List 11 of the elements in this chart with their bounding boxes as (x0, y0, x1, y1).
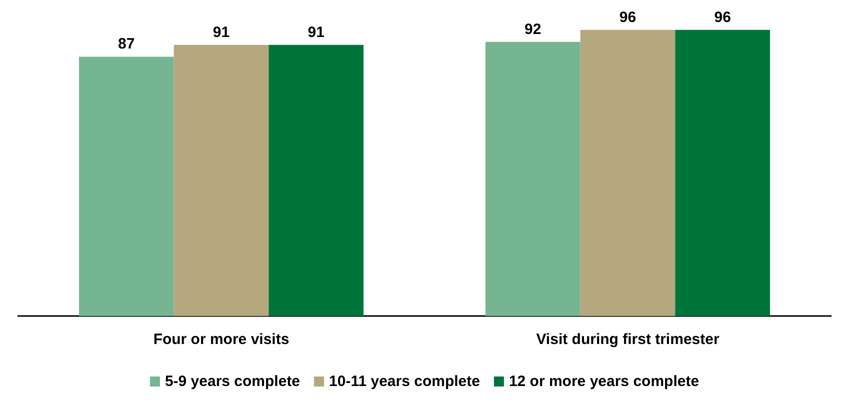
data-label: 96 (619, 8, 636, 26)
legend-label: 5-9 years complete (164, 373, 300, 390)
x-tick-label: Visit during first trimester (536, 331, 720, 348)
legend-label: 12 or more years complete (508, 373, 700, 390)
data-label: 92 (524, 20, 542, 38)
legend-label: 10-11 years complete (329, 373, 480, 390)
data-label: 96 (714, 8, 731, 26)
x-tick-label: Four or more visits (153, 331, 290, 348)
data-label: 91 (308, 24, 324, 41)
data-label: 91 (212, 24, 230, 41)
data-label: 87 (118, 36, 135, 53)
